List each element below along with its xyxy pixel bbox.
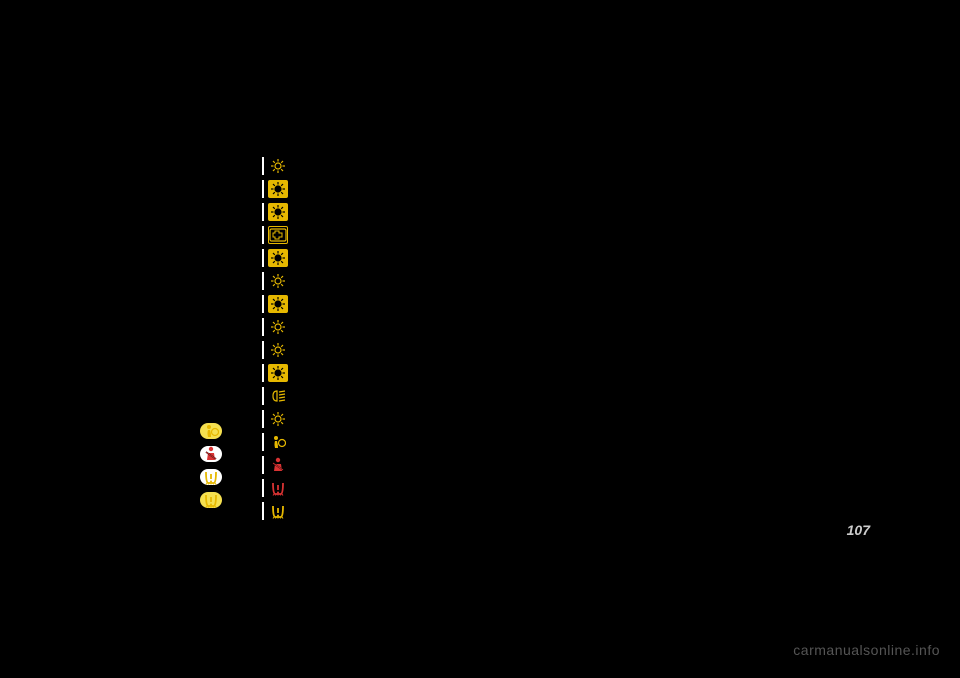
light-12-icon (268, 410, 288, 428)
light-2-icon (268, 180, 288, 198)
divider-bar (262, 456, 264, 474)
tire-pressure-2-icon (268, 502, 288, 520)
icon-row (262, 500, 302, 522)
divider-bar (262, 364, 264, 382)
left-icon-column (200, 420, 224, 512)
seatbelt-left-icon (200, 446, 222, 462)
icon-row (262, 431, 302, 453)
divider-bar (262, 180, 264, 198)
icon-row (262, 178, 302, 200)
page-number: 107 (847, 522, 870, 538)
divider-bar (262, 203, 264, 221)
right-icon-column (262, 155, 302, 523)
icon-row (262, 385, 302, 407)
icon-row (262, 247, 302, 269)
tire-pressure-1-icon (268, 479, 288, 497)
watermark-text: carmanualsonline.info (793, 642, 940, 658)
divider-bar (262, 318, 264, 336)
divider-bar (262, 433, 264, 451)
icon-row (262, 362, 302, 384)
divider-bar (262, 249, 264, 267)
seatbelt-icon (268, 456, 288, 474)
light-7-icon (268, 295, 288, 313)
airbag-left-icon (200, 423, 222, 439)
icon-row (200, 443, 224, 465)
icon-row (200, 420, 224, 442)
light-9-icon (268, 341, 288, 359)
tpms-left-1-icon (200, 469, 222, 485)
icon-row (200, 466, 224, 488)
light-10-icon (268, 364, 288, 382)
icon-row (262, 201, 302, 223)
divider-bar (262, 341, 264, 359)
engine-icon (268, 226, 288, 244)
light-6-icon (268, 272, 288, 290)
icon-row (262, 408, 302, 430)
icon-row (262, 155, 302, 177)
fog-light-icon (268, 387, 288, 405)
divider-bar (262, 272, 264, 290)
divider-bar (262, 295, 264, 313)
light-8-icon (268, 318, 288, 336)
divider-bar (262, 502, 264, 520)
tpms-left-2-icon (200, 492, 222, 508)
divider-bar (262, 226, 264, 244)
airbag-icon (268, 433, 288, 451)
manual-page: 107 carmanualsonline.info (0, 0, 960, 678)
icon-row (262, 454, 302, 476)
icon-row (262, 293, 302, 315)
icon-row (262, 339, 302, 361)
icon-row (262, 224, 302, 246)
light-1-icon (268, 157, 288, 175)
divider-bar (262, 157, 264, 175)
divider-bar (262, 479, 264, 497)
icon-row (262, 316, 302, 338)
divider-bar (262, 387, 264, 405)
light-3-icon (268, 203, 288, 221)
icon-row (200, 489, 224, 511)
divider-bar (262, 410, 264, 428)
icon-row (262, 270, 302, 292)
light-5-icon (268, 249, 288, 267)
icon-row (262, 477, 302, 499)
